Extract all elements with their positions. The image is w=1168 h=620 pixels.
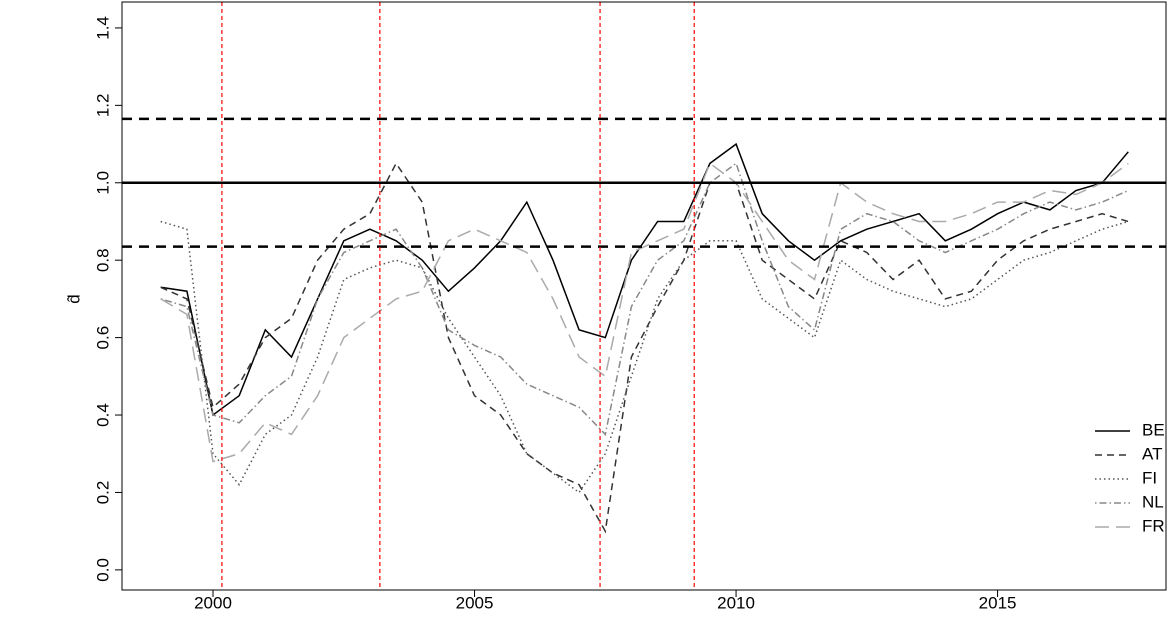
series-line	[160, 162, 1129, 436]
x-tick-label: 2015	[979, 593, 1017, 612]
y-tick-label: 0.6	[93, 326, 112, 350]
series-line	[160, 162, 1129, 463]
y-tick-label: 1.4	[93, 16, 112, 40]
y-tick-label: 1.2	[93, 94, 112, 118]
y-tick-label: 0.0	[93, 558, 112, 582]
y-tick-label: 0.4	[93, 403, 112, 427]
x-tick-label: 2010	[717, 593, 755, 612]
series-line	[160, 220, 1129, 494]
plot-frame	[121, 1, 1167, 591]
y-tick-label: 0.8	[93, 248, 112, 272]
y-tick-label: 1.0	[93, 171, 112, 195]
x-tick-label: 2005	[456, 593, 494, 612]
x-tick-label: 2000	[194, 593, 232, 612]
legend-label: NL	[1142, 492, 1164, 511]
y-axis-label: d̂	[64, 294, 83, 303]
legend-label: FI	[1142, 468, 1157, 487]
legend-label: FR	[1142, 516, 1165, 535]
y-tick-label: 0.2	[93, 481, 112, 505]
legend-label: BE	[1142, 420, 1165, 439]
series-line	[160, 142, 1129, 417]
series-line	[160, 161, 1129, 534]
legend-label: AT	[1142, 444, 1162, 463]
